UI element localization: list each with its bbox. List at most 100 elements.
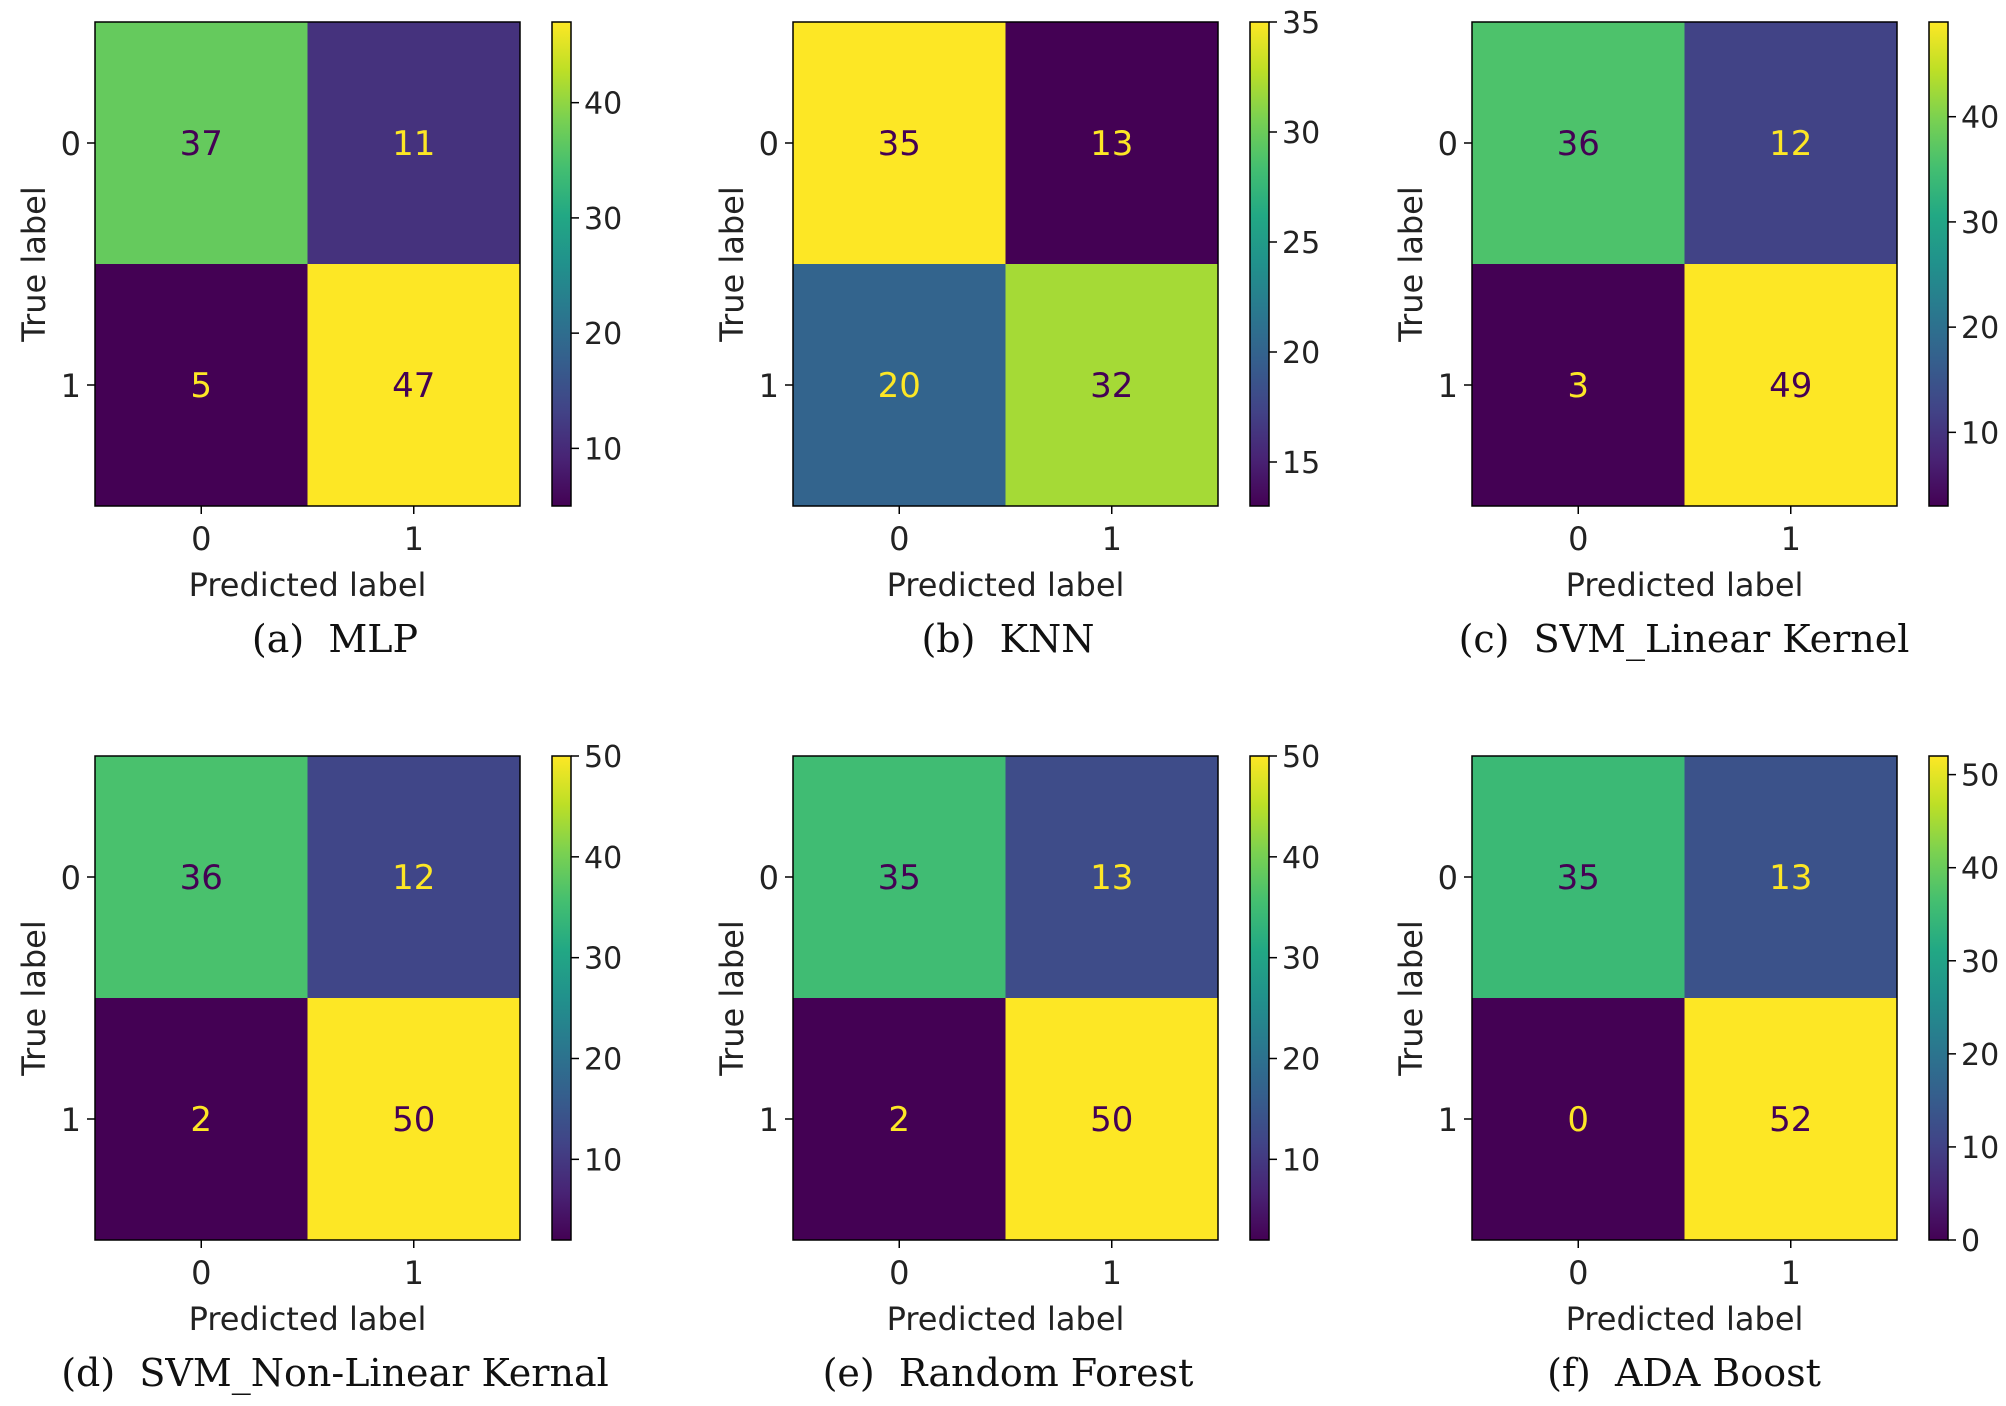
x-tick-label: 0 bbox=[191, 1254, 211, 1292]
colorbar-tick-label: 40 bbox=[1961, 852, 1999, 887]
y-axis-label: True label bbox=[713, 186, 751, 343]
colorbar-tick-label: 20 bbox=[1961, 1038, 1999, 1073]
y-axis-label: True label bbox=[713, 920, 751, 1077]
colorbar-tick-label: 50 bbox=[1282, 740, 1320, 775]
matrix-cell bbox=[1005, 756, 1218, 998]
matrix-cell bbox=[1684, 998, 1897, 1240]
colorbar-tick-label: 30 bbox=[1961, 945, 1999, 980]
colorbar-tick-label: 30 bbox=[584, 202, 622, 237]
y-tick-label: 1 bbox=[759, 367, 779, 405]
colorbar-tick-label: 50 bbox=[1961, 759, 1999, 794]
matrix-cell bbox=[1472, 22, 1685, 264]
colorbar-tick-label: 20 bbox=[1961, 311, 1999, 346]
colorbar-tick-label: 35 bbox=[1282, 6, 1320, 41]
x-axis-label: Predicted label bbox=[189, 1300, 427, 1338]
matrix-cell bbox=[1684, 264, 1897, 506]
confusion-matrix-panel: 35 13 20 32 0 1 0 1 Predicted label True label 15 2… bbox=[713, 6, 1320, 661]
panel-caption: (d) SVM_Non-Linear Kernal bbox=[61, 1351, 609, 1396]
matrix-cell bbox=[793, 998, 1006, 1240]
matrix-cell bbox=[1005, 264, 1218, 506]
x-tick-label: 0 bbox=[889, 1254, 909, 1292]
matrix-frame bbox=[792, 755, 1219, 1241]
matrix-cell bbox=[1472, 998, 1685, 1240]
colorbar-tick-label: 10 bbox=[1961, 416, 1999, 451]
matrix-cell bbox=[1472, 264, 1685, 506]
cell-value-label: 36 bbox=[180, 858, 223, 898]
y-axis-label: True label bbox=[1392, 920, 1430, 1077]
matrix-cell bbox=[307, 998, 520, 1240]
matrix-cell bbox=[95, 756, 308, 998]
cell-value-label: 2 bbox=[888, 1100, 910, 1140]
panel-caption: (c) SVM_Linear Kernel bbox=[1459, 617, 1910, 662]
cell-value-label: 36 bbox=[1557, 124, 1600, 164]
colorbar-tick-label: 40 bbox=[584, 87, 622, 122]
y-tick-label: 1 bbox=[759, 1101, 779, 1139]
matrix-cell bbox=[1684, 756, 1897, 998]
matrix-frame bbox=[792, 21, 1219, 507]
x-axis-label: Predicted label bbox=[887, 1300, 1125, 1338]
matrix-cell bbox=[793, 756, 1006, 998]
matrix-cell bbox=[1472, 756, 1685, 998]
y-tick-label: 1 bbox=[61, 1101, 81, 1139]
colorbar-tick-label: 50 bbox=[584, 740, 622, 775]
panel-caption: (a) MLP bbox=[252, 617, 418, 661]
cell-value-label: 5 bbox=[190, 366, 212, 406]
x-tick-label: 1 bbox=[1102, 520, 1122, 558]
cell-value-label: 3 bbox=[1567, 366, 1589, 406]
matrix-cell bbox=[307, 756, 520, 998]
x-tick-label: 0 bbox=[1568, 520, 1588, 558]
x-tick-label: 1 bbox=[404, 1254, 424, 1292]
cell-value-label: 35 bbox=[878, 858, 921, 898]
y-tick-label: 0 bbox=[61, 125, 81, 163]
matrix-cell bbox=[95, 998, 308, 1240]
cell-value-label: 50 bbox=[392, 1100, 435, 1140]
colorbar bbox=[1249, 755, 1270, 1241]
x-tick-label: 1 bbox=[404, 520, 424, 558]
matrix-cell bbox=[95, 22, 308, 264]
colorbar bbox=[551, 21, 572, 507]
colorbar-tick-label: 20 bbox=[1282, 336, 1320, 371]
panel-caption: (e) Random Forest bbox=[823, 1351, 1194, 1395]
matrix-cell bbox=[793, 264, 1006, 506]
matrix-cell bbox=[1005, 998, 1218, 1240]
y-tick-label: 0 bbox=[61, 859, 81, 897]
x-tick-label: 1 bbox=[1781, 520, 1801, 558]
cell-value-label: 0 bbox=[1567, 1100, 1589, 1140]
matrix-cell bbox=[307, 264, 520, 506]
colorbar-tick-label: 10 bbox=[584, 1143, 622, 1178]
matrix-frame bbox=[1471, 755, 1898, 1241]
colorbar-tick-label: 25 bbox=[1282, 226, 1320, 261]
y-axis-label: True label bbox=[1392, 186, 1430, 343]
x-tick-label: 0 bbox=[191, 520, 211, 558]
colorbar-tick-label: 15 bbox=[1282, 446, 1320, 481]
y-axis-label: True label bbox=[15, 186, 53, 343]
cell-value-label: 52 bbox=[1769, 1100, 1812, 1140]
colorbar-tick-label: 10 bbox=[584, 432, 622, 467]
colorbar-tick-label: 30 bbox=[1282, 942, 1320, 977]
matrix-cell bbox=[793, 22, 1006, 264]
cell-value-label: 35 bbox=[878, 124, 921, 164]
cell-value-label: 49 bbox=[1769, 366, 1812, 406]
x-tick-label: 0 bbox=[889, 520, 909, 558]
y-tick-label: 1 bbox=[61, 367, 81, 405]
colorbar-tick-label: 0 bbox=[1961, 1224, 1980, 1259]
colorbar-tick-label: 20 bbox=[1282, 1043, 1320, 1078]
y-axis-label: True label bbox=[15, 920, 53, 1077]
colorbar-tick-label: 30 bbox=[1961, 206, 1999, 241]
colorbar-tick-label: 40 bbox=[1282, 841, 1320, 876]
cell-value-label: 35 bbox=[1557, 858, 1600, 898]
y-tick-label: 0 bbox=[1438, 125, 1458, 163]
x-tick-label: 1 bbox=[1781, 1254, 1801, 1292]
matrix-cell bbox=[1684, 22, 1897, 264]
cell-value-label: 13 bbox=[1769, 858, 1812, 898]
colorbar bbox=[551, 755, 572, 1241]
matrix-frame bbox=[1471, 21, 1898, 507]
panel-caption: (b) KNN bbox=[921, 617, 1094, 661]
y-tick-label: 1 bbox=[1438, 1101, 1458, 1139]
